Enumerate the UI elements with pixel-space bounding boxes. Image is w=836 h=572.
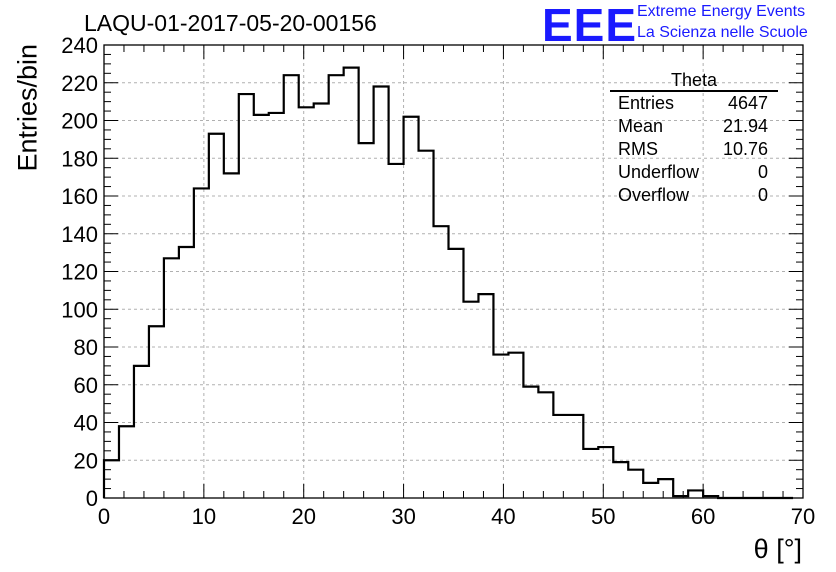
histogram-bin <box>149 326 164 498</box>
histogram-bin <box>359 143 374 498</box>
histogram-bin <box>314 104 329 498</box>
histogram-bin <box>299 107 314 498</box>
y-tick-label: 240 <box>61 33 98 58</box>
stats-value: 4647 <box>727 93 768 113</box>
histogram-bin <box>568 415 583 498</box>
y-tick-label: 40 <box>74 411 98 436</box>
eee-logo: EEE <box>542 0 638 51</box>
x-tick-label: 40 <box>491 504 515 529</box>
stats-value: 0 <box>757 185 768 205</box>
stats-value: 10.76 <box>722 139 768 159</box>
histogram-bin <box>389 164 404 498</box>
histogram-bin <box>239 94 254 498</box>
histogram-bin <box>463 302 478 498</box>
histogram-bin <box>179 247 194 498</box>
histogram-bin <box>209 134 224 498</box>
histogram-series <box>102 66 794 500</box>
stats-row: Underflow 0 <box>610 161 778 184</box>
y-tick-label: 160 <box>61 184 98 209</box>
stats-label: Entries <box>618 93 675 113</box>
histogram-bin <box>538 392 553 498</box>
histogram-bin <box>613 462 628 498</box>
histogram-bin <box>523 387 538 498</box>
histogram-bin <box>419 151 434 498</box>
y-tick-label: 0 <box>86 486 98 511</box>
stats-row: Overflow 0 <box>610 184 778 207</box>
histogram-bin <box>628 470 643 498</box>
stats-row: RMS 10.76 <box>610 138 778 161</box>
y-tick-label: 220 <box>61 71 98 96</box>
x-axis-label: θ [°] <box>753 534 802 564</box>
histogram-bin <box>434 226 449 498</box>
x-tick-label: 70 <box>791 504 815 529</box>
y-tick-label: 140 <box>61 222 98 247</box>
histogram-bin <box>134 366 149 498</box>
histogram-bin <box>164 258 179 498</box>
stats-label: Underflow <box>618 162 700 182</box>
histogram-bin <box>254 115 269 498</box>
y-tick-label: 100 <box>61 297 98 322</box>
stats-row: Mean 21.94 <box>610 115 778 138</box>
x-tick-label: 50 <box>591 504 615 529</box>
stats-title: Theta <box>610 70 778 92</box>
histogram-bin <box>329 75 344 498</box>
histogram-bin <box>553 415 568 498</box>
stats-label: Mean <box>618 116 664 136</box>
stats-value: 0 <box>757 162 768 182</box>
y-tick-label: 120 <box>61 260 98 285</box>
histogram-bin <box>598 447 613 498</box>
x-tick-label: 10 <box>192 504 216 529</box>
histogram-bin <box>493 355 508 498</box>
histogram-bin <box>478 294 493 498</box>
stats-row: Entries 4647 <box>610 92 778 115</box>
histogram-bin <box>194 188 209 498</box>
x-tick-label: 0 <box>98 504 110 529</box>
stats-label: Overflow <box>618 185 690 205</box>
histogram-bin <box>688 490 703 498</box>
grid-lines <box>104 45 803 498</box>
histogram-bin <box>344 68 359 498</box>
axis-tick-labels: 0 10 20 30 40 50 60 70 0 20 40 60 80 100 120 140 160 180 2… <box>61 33 815 529</box>
histogram-bin <box>658 479 673 498</box>
histogram-bin <box>224 173 239 498</box>
histogram-bin <box>374 87 389 498</box>
y-tick-label: 180 <box>61 146 98 171</box>
stats-value: 21.94 <box>722 116 768 136</box>
histogram-bin <box>404 117 419 498</box>
logo-subtitle-1: Extreme Energy Events <box>637 3 806 20</box>
histogram-bin <box>643 483 658 498</box>
run-title: LAQU-01-2017-05-20-00156 <box>84 10 377 36</box>
histogram-outline <box>102 66 794 500</box>
logo-subtitle-2: La Scienza nelle Scuole <box>637 24 808 41</box>
y-tick-label: 60 <box>74 373 98 398</box>
histogram-bin <box>119 426 134 498</box>
axis-ticks <box>103 44 804 499</box>
histogram-bin <box>284 75 299 498</box>
y-tick-label: 20 <box>74 448 98 473</box>
histogram-bin <box>508 353 523 498</box>
histogram-bin <box>583 449 598 498</box>
y-tick-label: 200 <box>61 109 98 134</box>
y-axis-label: Entries/bin <box>12 43 43 172</box>
histogram-bin <box>449 249 464 498</box>
x-tick-label: 60 <box>691 504 715 529</box>
stats-box: Theta Entries 4647 Mean 21.94 RMS 10.76 Und… <box>610 70 778 207</box>
histogram-bin <box>269 113 284 498</box>
stats-label: RMS <box>618 139 658 159</box>
y-tick-label: 80 <box>74 335 98 360</box>
x-tick-label: 30 <box>391 504 415 529</box>
x-tick-label: 20 <box>291 504 315 529</box>
